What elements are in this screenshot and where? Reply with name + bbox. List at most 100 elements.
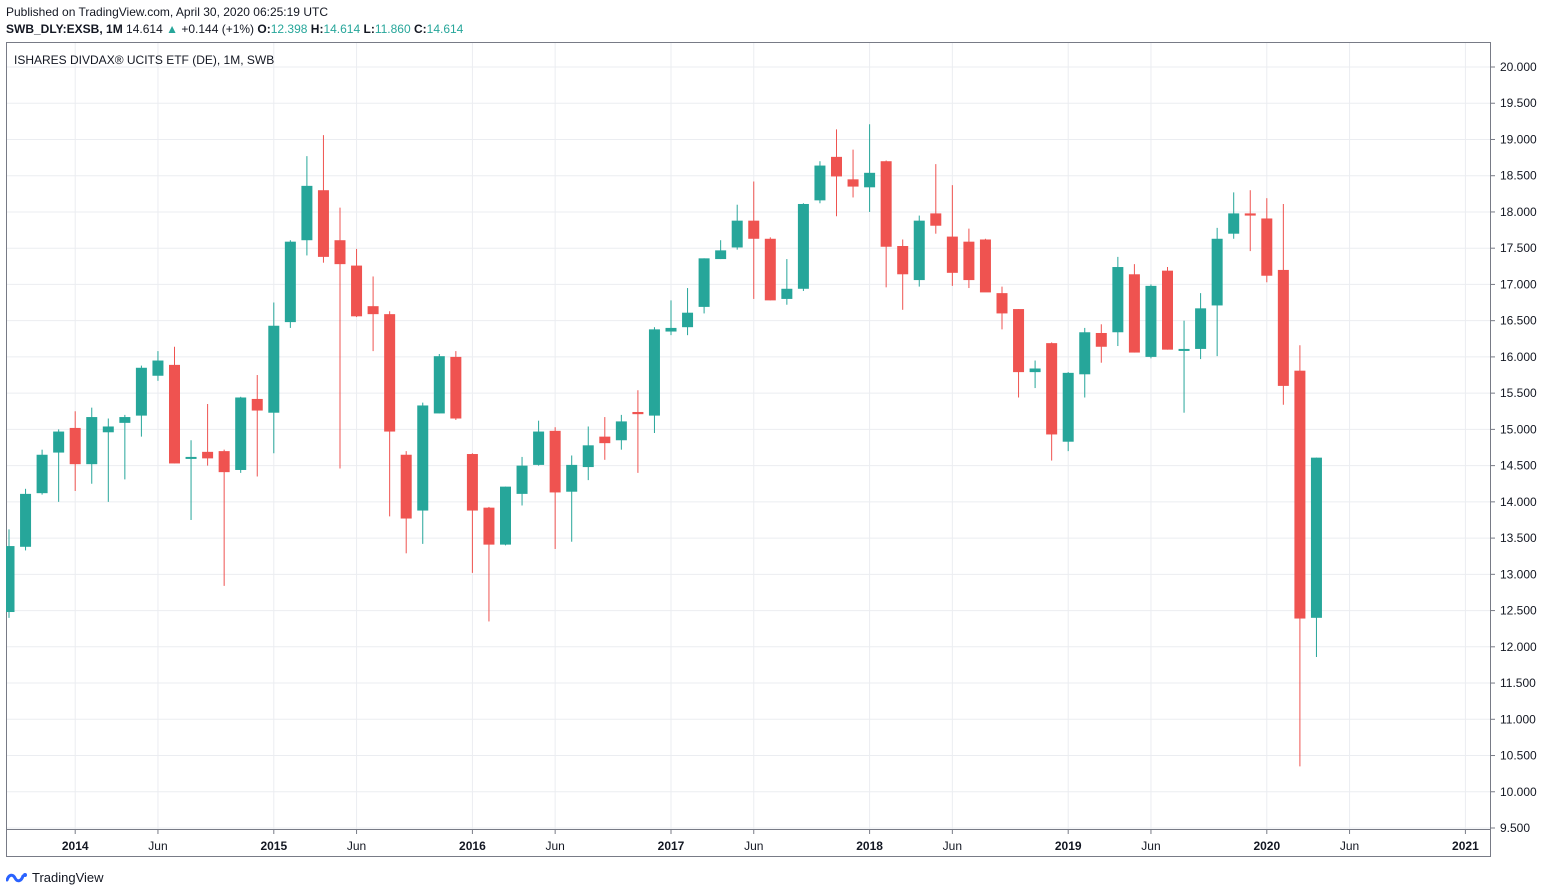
candle-body — [119, 417, 131, 423]
candle — [202, 404, 214, 466]
candle — [1178, 320, 1190, 413]
candle-body — [1079, 332, 1091, 375]
candle-body — [400, 454, 412, 519]
candle-body — [152, 360, 164, 376]
candle — [847, 149, 859, 198]
candle — [450, 351, 462, 420]
candle — [930, 164, 942, 234]
tradingview-brand[interactable]: TradingView — [6, 870, 104, 885]
candle — [864, 124, 876, 212]
x-tick-label: 2015 — [260, 839, 287, 853]
candle-body — [3, 546, 15, 613]
candle-body — [351, 265, 363, 317]
candle — [963, 228, 975, 289]
candle-body — [1228, 213, 1240, 234]
candle — [268, 302, 280, 454]
candle-body — [202, 451, 214, 459]
time-axis[interactable]: 2014 Jun 2015 Jun 2016 Jun 2017 Jun 2018 Jun 2019 J… — [62, 829, 1479, 853]
y-tick-label: 19.000 — [1500, 132, 1537, 146]
tradingview-logo-icon — [6, 872, 27, 882]
price-axis[interactable]: 9.500 10.000 10.500 11.000 11.500 12.000 12.50… — [1490, 60, 1537, 835]
candle — [566, 455, 578, 542]
candle — [698, 258, 710, 314]
candle-body — [268, 325, 280, 413]
y-tick-label: 12.500 — [1500, 604, 1537, 618]
candle — [1162, 267, 1173, 350]
candle-body — [847, 179, 859, 187]
x-tick-label: Jun — [943, 839, 962, 853]
candle — [814, 161, 826, 204]
candle-body — [797, 203, 809, 289]
candle — [1046, 342, 1058, 461]
x-tick-label: Jun — [1141, 839, 1160, 853]
candle-body — [1178, 348, 1190, 351]
candle — [615, 414, 627, 450]
y-tick-label: 16.000 — [1500, 350, 1537, 364]
candle — [301, 156, 313, 256]
y-tick-label: 20.000 — [1500, 60, 1537, 74]
candle-body — [979, 239, 991, 293]
x-tick-label: 2018 — [856, 839, 883, 853]
candle-body — [913, 220, 925, 281]
candle — [946, 185, 958, 286]
candle-body — [1244, 213, 1256, 216]
candle — [284, 240, 296, 328]
candle — [1310, 457, 1322, 657]
candle — [351, 248, 363, 318]
candles — [0, 43, 1322, 829]
candle-body — [996, 293, 1008, 314]
open-label: O: — [257, 22, 271, 36]
close-value: 14.614 — [426, 22, 464, 36]
candle-body — [301, 185, 313, 241]
candle-body — [384, 314, 396, 432]
candle-body — [599, 436, 611, 444]
x-tick-label: 2014 — [62, 839, 89, 853]
candle-body — [1128, 274, 1140, 353]
candle-body — [582, 445, 594, 468]
candle — [235, 396, 247, 473]
candle-body — [235, 397, 247, 470]
candle — [880, 160, 892, 288]
candle-body — [1095, 332, 1107, 347]
candle-body — [781, 288, 793, 299]
candle — [3, 529, 15, 618]
candle — [516, 456, 528, 506]
candle — [665, 300, 677, 336]
candle — [1145, 284, 1157, 359]
time-axis-divider — [6, 829, 1491, 830]
candle-body — [615, 421, 627, 441]
symbol-name[interactable]: SWB_DLY:EXSB, 1M — [6, 22, 123, 36]
candle — [979, 238, 991, 293]
candle-body — [1112, 267, 1124, 333]
candle — [86, 407, 98, 484]
left-mask — [0, 43, 6, 829]
candle — [582, 426, 594, 481]
candle-body — [748, 220, 760, 239]
candle — [102, 418, 114, 502]
candle-body — [632, 411, 644, 415]
candle-body — [218, 451, 230, 473]
candle-body — [1211, 238, 1223, 306]
candle-body — [86, 417, 98, 465]
candle — [1079, 327, 1091, 398]
brand-name: TradingView — [32, 870, 104, 885]
y-tick-label: 15.500 — [1500, 386, 1537, 400]
candle-body — [566, 464, 578, 492]
y-tick-label: 11.000 — [1500, 712, 1536, 726]
candle — [1029, 360, 1041, 389]
candle — [417, 402, 429, 544]
candle-body — [433, 356, 445, 414]
candle — [1244, 190, 1256, 252]
x-tick-label: 2019 — [1055, 839, 1082, 853]
candle — [433, 354, 445, 414]
low-label: L: — [363, 22, 375, 36]
candle-body — [69, 427, 81, 465]
y-tick-label: 17.000 — [1500, 277, 1537, 291]
candle-body — [251, 398, 263, 411]
candle — [1112, 256, 1124, 347]
candle-body — [814, 165, 826, 201]
candle-body — [864, 172, 876, 188]
y-tick-label: 13.000 — [1500, 567, 1537, 581]
y-tick-label: 10.000 — [1500, 785, 1537, 799]
